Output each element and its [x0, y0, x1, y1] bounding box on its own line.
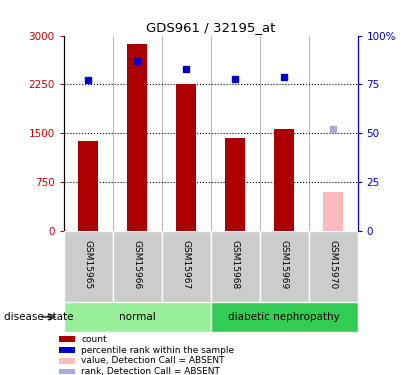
Text: rank, Detection Call = ABSENT: rank, Detection Call = ABSENT [81, 367, 220, 375]
Text: GSM15967: GSM15967 [182, 240, 191, 290]
Bar [211, 302, 358, 332]
Bar [225, 138, 245, 231]
Text: normal: normal [119, 312, 155, 322]
Bar [113, 231, 162, 302]
Text: GSM15968: GSM15968 [231, 240, 240, 290]
Text: count: count [81, 335, 107, 344]
Bar [79, 141, 98, 231]
Bar [323, 192, 343, 231]
Bar [58, 358, 75, 364]
Text: diabetic nephropathy: diabetic nephropathy [228, 312, 340, 322]
Text: GSM15969: GSM15969 [279, 240, 289, 290]
Bar [274, 129, 294, 231]
Text: disease state: disease state [4, 312, 74, 322]
Bar [162, 231, 211, 302]
Bar [127, 44, 147, 231]
Title: GDS961 / 32195_at: GDS961 / 32195_at [146, 21, 275, 34]
Text: GSM15966: GSM15966 [133, 240, 142, 290]
Text: percentile rank within the sample: percentile rank within the sample [81, 346, 234, 355]
Text: GSM15970: GSM15970 [328, 240, 337, 290]
Bar [176, 84, 196, 231]
Text: GSM15965: GSM15965 [84, 240, 93, 290]
Bar [260, 231, 309, 302]
Bar [64, 231, 113, 302]
Bar [211, 231, 260, 302]
Bar [64, 302, 210, 332]
Bar [309, 231, 358, 302]
Bar [58, 347, 75, 353]
Bar [58, 369, 75, 374]
Bar [58, 336, 75, 342]
Text: value, Detection Call = ABSENT: value, Detection Call = ABSENT [81, 357, 225, 366]
